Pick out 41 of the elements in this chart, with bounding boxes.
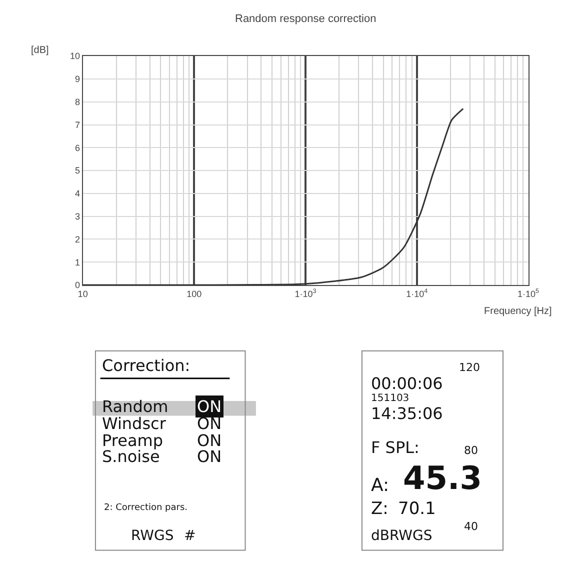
text: 151103 — [371, 393, 410, 404]
text: 120 — [459, 361, 480, 374]
chart-title: Random response correction — [235, 13, 376, 25]
text: Correction: — [102, 356, 190, 375]
text: Z: — [371, 499, 388, 519]
text: ON — [197, 397, 222, 416]
text: ON — [197, 447, 222, 466]
text: 40 — [464, 520, 478, 533]
text: RWGS — [131, 528, 174, 544]
text: Preamp — [102, 431, 163, 450]
text: 00:00:06 — [371, 374, 443, 393]
x-tick-label: 100 — [186, 288, 202, 299]
y-tick-label: 5 — [74, 166, 80, 176]
y-tick-label: 8 — [74, 97, 80, 108]
y-axis-title: [dB] — [31, 45, 50, 56]
text: Windscr — [102, 414, 166, 433]
y-tick-label: 0 — [74, 280, 80, 290]
y-tick-label: 4 — [74, 188, 80, 199]
text: ON — [197, 431, 222, 450]
y-tick-label: 1 — [74, 257, 80, 268]
x-tick-label: 1·10$^{4}$ — [406, 288, 428, 299]
text: 14:35:06 — [371, 404, 443, 423]
y-tick-label: 2 — [74, 234, 80, 244]
text: # — [184, 528, 196, 544]
y-tick-label: 3 — [74, 211, 80, 222]
x-axis-title: Frequency [Hz] — [484, 306, 552, 317]
y-tick-label: 10 — [70, 51, 80, 62]
text: 2: Correction pars. — [104, 503, 188, 513]
text: 70.1 — [398, 499, 436, 519]
y-tick-label: 9 — [74, 74, 80, 84]
text: 80 — [464, 444, 478, 457]
x-tick-label: 1·10$^{3}$ — [294, 288, 317, 299]
y-tick-label: 7 — [74, 120, 80, 130]
text: ON — [197, 414, 222, 433]
x-tick-label: 1·10$^{5}$ — [518, 288, 540, 299]
text: dBRWGS — [371, 528, 432, 544]
y-tick-label: 6 — [74, 142, 80, 153]
text: 45.3 — [403, 459, 482, 497]
text: Random — [102, 397, 168, 416]
text: F SPL: — [371, 438, 420, 457]
text: A: — [371, 475, 390, 496]
